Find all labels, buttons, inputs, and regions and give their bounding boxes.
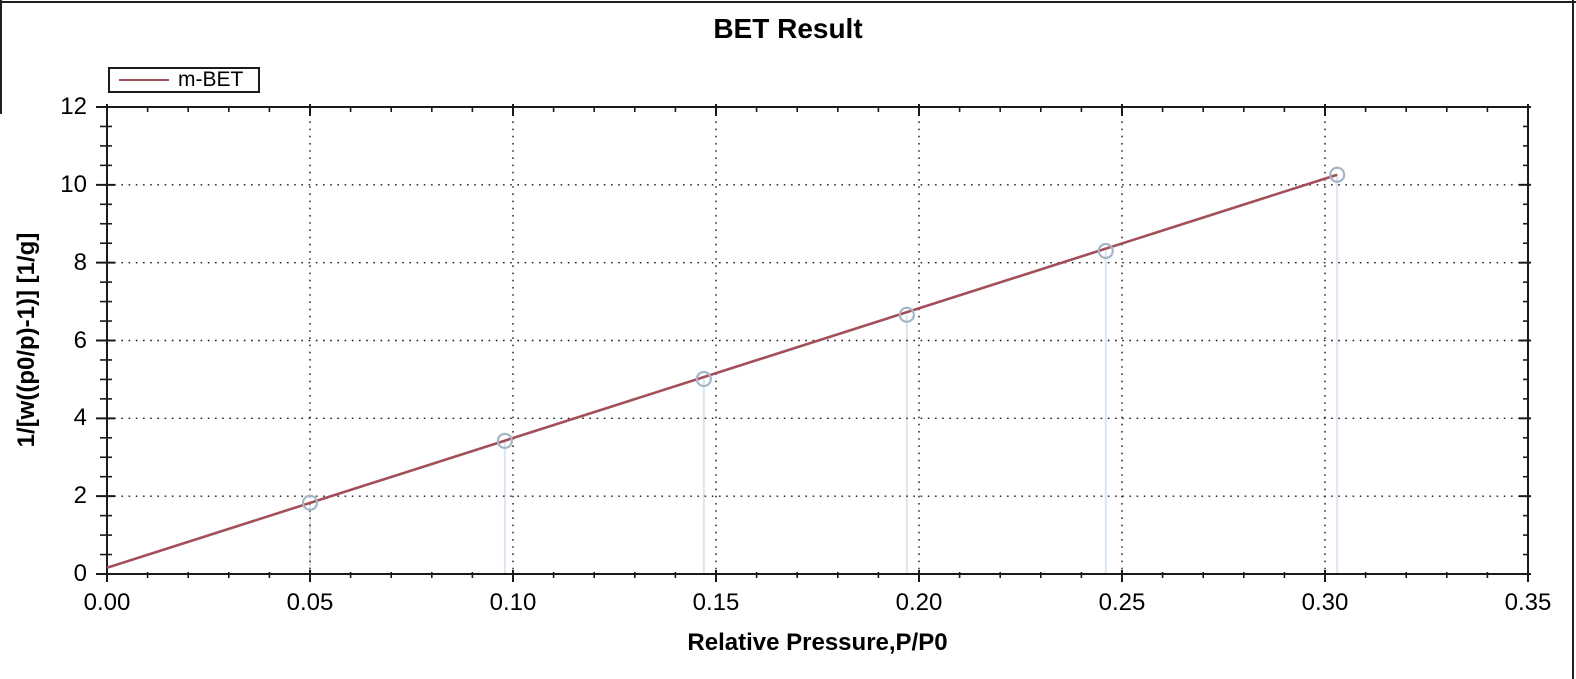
window-border-right [1572,0,1574,679]
x-tick-label: 0.00 [83,589,131,616]
legend-label: m-BET [178,68,244,91]
y-tick-label: 4 [73,404,87,432]
x-tick-label: 0.15 [692,589,740,616]
window-border-left [0,0,2,114]
x-tick-label: 0.20 [895,589,943,616]
window-border-top [0,1,1576,3]
y-tick-label: 10 [60,170,87,198]
data-point-marker [898,306,915,323]
y-tick-label: 2 [73,482,87,510]
legend-box: m-BET [108,67,260,93]
x-axis-label: Relative Pressure,P/P0 [687,629,948,656]
data-point-marker [1329,166,1346,183]
data-point-marker [695,370,712,388]
x-tick-label: 0.30 [1301,589,1349,616]
legend-line-sample [119,79,169,81]
x-tick-label: 0.10 [489,589,537,616]
x-tick-label: 0.35 [1504,589,1552,616]
y-tick-label: 6 [73,326,87,354]
x-tick-label: 0.05 [286,589,334,616]
data-point-marker [496,432,513,450]
y-tick-label: 12 [60,93,87,120]
chart-title: BET Result [713,13,863,44]
y-tick-label: 8 [73,248,87,276]
fit-line [106,173,1338,570]
data-point-marker [1097,242,1114,260]
data-point-marker [301,494,319,511]
y-tick-label: 0 [73,560,87,587]
x-tick-label: 0.25 [1098,589,1146,616]
